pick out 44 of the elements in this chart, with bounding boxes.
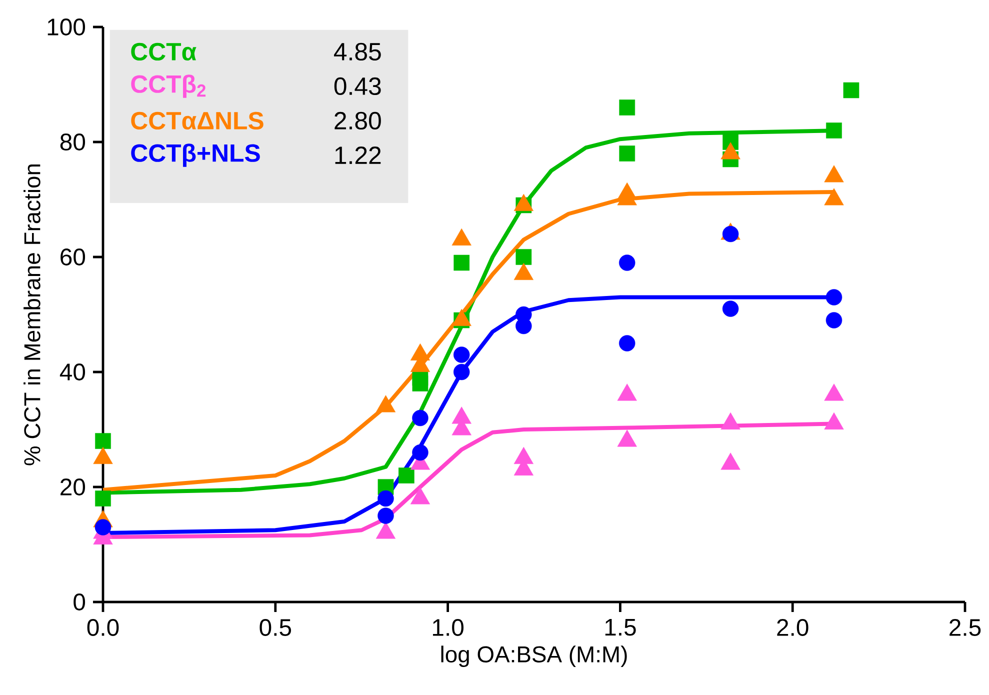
point [93, 446, 113, 464]
x-tick-label: 2.0 [777, 619, 808, 636]
text: CCTβ$_{2}$ [131, 74, 206, 98]
x-tick-label: 0.5 [260, 619, 292, 636]
text: CCTα [131, 42, 196, 61]
point [618, 335, 636, 352]
y-tick-label: 80 [60, 134, 86, 150]
y-axis-title: % CCT in Membrane Fraction [24, 164, 40, 466]
y-tick-label: 0 [74, 594, 86, 610]
annotation: 1.22 [335, 146, 381, 164]
x-tick-label: 1.0 [432, 619, 464, 636]
text: CCTβ+NLS [131, 144, 260, 167]
point [826, 312, 842, 328]
point [410, 487, 430, 504]
text: CCTαΔNLS [131, 112, 264, 130]
point [720, 412, 740, 430]
y-tick-label: 60 [60, 248, 86, 266]
point [618, 254, 636, 271]
point [619, 146, 636, 162]
point [619, 100, 636, 116]
x-tick-label: 2.5 [950, 619, 981, 636]
point [824, 384, 844, 401]
point [376, 522, 396, 539]
point [617, 430, 637, 447]
annotation: 2.80 [334, 112, 381, 130]
point [824, 412, 844, 430]
point [516, 249, 532, 265]
x-axis-title: log OA:BSA (M:M) [441, 646, 627, 668]
y-tick-label: 40 [60, 364, 86, 380]
y-tick-label: 100 [48, 18, 86, 36]
annotation: 0.43 [334, 77, 381, 96]
point [843, 82, 860, 98]
point [376, 395, 396, 412]
point [826, 289, 842, 306]
point [617, 384, 637, 401]
point [722, 300, 739, 317]
x-tick-label: 1.5 [605, 619, 636, 636]
point [826, 122, 842, 138]
y-tick-label: 20 [60, 478, 86, 496]
point [720, 452, 740, 470]
point [722, 226, 739, 242]
point [454, 254, 470, 271]
annotation: 4.85 [334, 42, 381, 61]
x-tick-label: 0.0 [87, 619, 119, 636]
